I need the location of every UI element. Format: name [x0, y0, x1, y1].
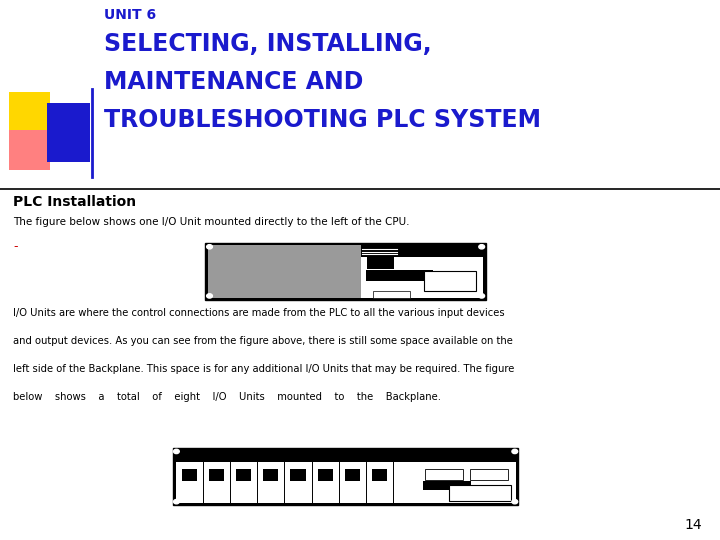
Text: MAINTENANCE AND: MAINTENANCE AND	[104, 70, 364, 94]
Text: -: -	[13, 240, 17, 253]
Text: The figure below shows one I/O Unit mounted directly to the left of the CPU.: The figure below shows one I/O Unit moun…	[13, 217, 410, 227]
Bar	[205, 243, 486, 300]
Circle shape	[174, 500, 179, 504]
Bar	[345, 469, 360, 482]
Text: and output devices. As you can see from the figure above, there is still some sp: and output devices. As you can see from …	[13, 336, 513, 346]
Bar	[361, 245, 483, 298]
Bar	[290, 469, 305, 482]
Bar	[236, 469, 251, 482]
Bar	[208, 245, 361, 298]
Bar	[424, 271, 476, 291]
Bar	[470, 469, 508, 480]
Bar	[209, 469, 224, 482]
Text: PLC Installation: PLC Installation	[13, 195, 136, 210]
Bar	[366, 271, 433, 281]
Bar	[9, 130, 50, 170]
Bar	[423, 482, 471, 490]
Text: SELECTING, INSTALLING,: SELECTING, INSTALLING,	[104, 32, 432, 56]
Circle shape	[479, 294, 485, 298]
Bar	[47, 103, 90, 162]
Bar	[264, 469, 279, 482]
Circle shape	[479, 245, 485, 249]
Text: 14: 14	[685, 518, 702, 532]
Bar	[420, 450, 516, 462]
Text: I/O Units are where the control connections are made from the PLC to all the var: I/O Units are where the control connecti…	[13, 308, 505, 318]
Circle shape	[207, 245, 212, 249]
Bar	[372, 469, 387, 482]
Bar	[373, 291, 410, 298]
Bar	[318, 469, 333, 482]
Bar	[9, 92, 50, 132]
Bar	[181, 469, 197, 482]
Circle shape	[512, 449, 518, 454]
Bar	[367, 257, 394, 269]
Bar	[420, 450, 516, 503]
Circle shape	[512, 500, 518, 504]
Circle shape	[174, 449, 179, 454]
Text: below    shows    a    total    of    eight    I/O    Units    mounted    to    : below shows a total of eight I/O Units m…	[13, 392, 441, 402]
Bar	[176, 462, 420, 503]
Bar	[173, 448, 518, 505]
Text: UNIT 6: UNIT 6	[104, 8, 156, 22]
Bar	[449, 485, 510, 501]
Text: left side of the Backplane. This space is for any additional I/O Units that may : left side of the Backplane. This space i…	[13, 364, 514, 374]
Bar	[176, 450, 420, 462]
Circle shape	[207, 294, 212, 298]
Bar	[425, 469, 463, 480]
Text: TROUBLESHOOTING PLC SYSTEM: TROUBLESHOOTING PLC SYSTEM	[104, 108, 541, 132]
Bar	[361, 245, 483, 256]
